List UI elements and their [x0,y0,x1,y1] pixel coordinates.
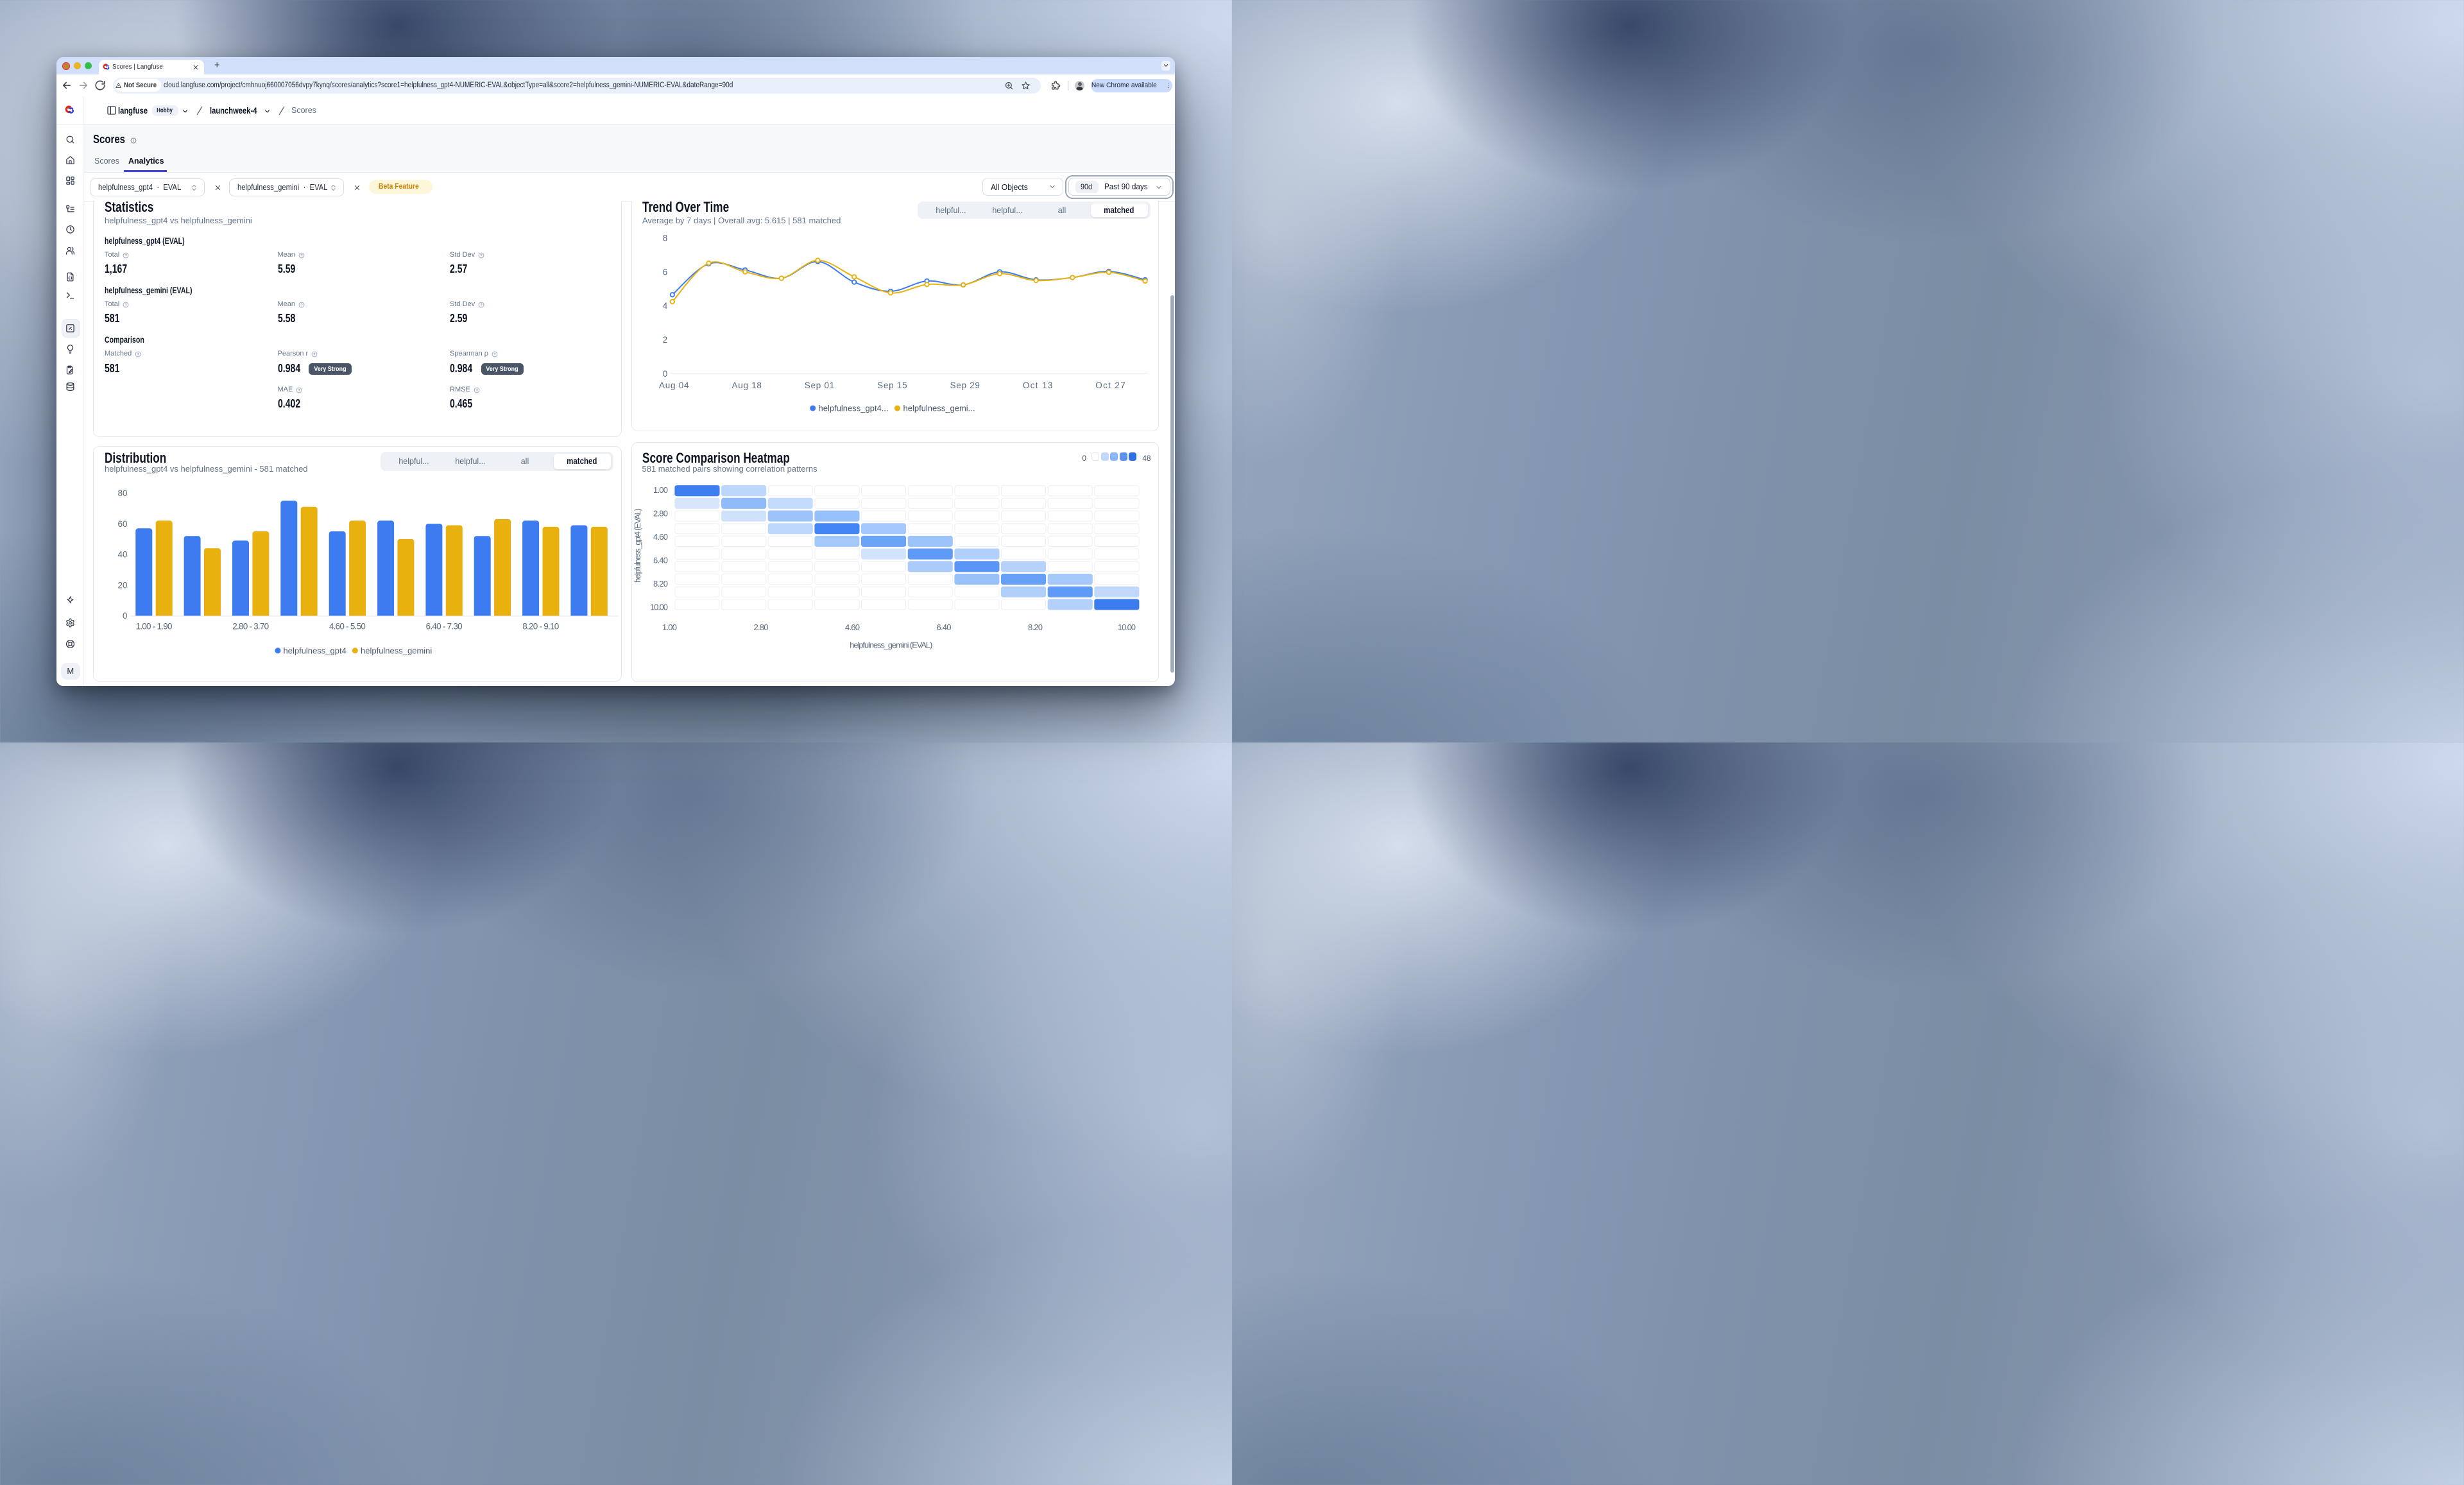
svg-text:2.80: 2.80 [653,508,668,518]
svg-text:2.80: 2.80 [754,622,769,632]
svg-text:80: 80 [117,488,127,498]
svg-text:helpfulness_gpt4 (EVAL): helpfulness_gpt4 (EVAL) [633,508,642,583]
svg-text:helpfulness_gemini (EVAL): helpfulness_gemini (EVAL) [850,640,932,650]
svg-text:4.60: 4.60 [653,532,668,542]
svg-text:40: 40 [117,550,127,560]
svg-text:8.20: 8.20 [1028,622,1043,632]
svg-text:8.20: 8.20 [653,579,668,588]
svg-text:8: 8 [663,233,668,243]
svg-text:6: 6 [663,267,668,277]
svg-text:Oct 27: Oct 27 [1095,381,1125,390]
svg-text:20: 20 [117,581,127,590]
svg-text:Sep 15: Sep 15 [877,381,907,390]
svg-text:60: 60 [117,519,127,529]
svg-text:helpfulness_gpt4: helpfulness_gpt4 [283,646,346,655]
svg-text:helpfulness_gemini: helpfulness_gemini [361,646,432,655]
svg-text:helpfulness_gemi...: helpfulness_gemi... [903,404,975,413]
svg-text:4.60: 4.60 [845,622,860,632]
svg-text:10.00: 10.00 [650,602,668,612]
svg-text:10.00: 10.00 [1118,622,1136,632]
svg-text:2.80 - 3.70: 2.80 - 3.70 [232,622,269,631]
svg-text:helpfulness_gpt4...: helpfulness_gpt4... [819,404,889,413]
svg-text:Oct 13: Oct 13 [1023,381,1053,390]
svg-text:6.40: 6.40 [937,622,952,632]
svg-text:2: 2 [663,335,668,345]
svg-text:1.00 - 1.90: 1.00 - 1.90 [135,622,172,631]
svg-text:6.40: 6.40 [653,555,668,565]
svg-text:8.20 - 9.10: 8.20 - 9.10 [522,622,559,631]
svg-text:Aug 18: Aug 18 [732,381,762,390]
svg-text:Aug 04: Aug 04 [659,381,689,390]
svg-text:6.40 - 7.30: 6.40 - 7.30 [425,622,462,631]
svg-text:1.00: 1.00 [662,622,677,632]
svg-text:0: 0 [122,611,127,621]
svg-text:4.60 - 5.50: 4.60 - 5.50 [329,622,365,631]
svg-text:0: 0 [663,369,668,379]
svg-text:1.00: 1.00 [653,485,668,495]
svg-text:4: 4 [663,301,668,311]
svg-text:Sep 29: Sep 29 [950,381,980,390]
svg-text:Sep 01: Sep 01 [805,381,835,390]
